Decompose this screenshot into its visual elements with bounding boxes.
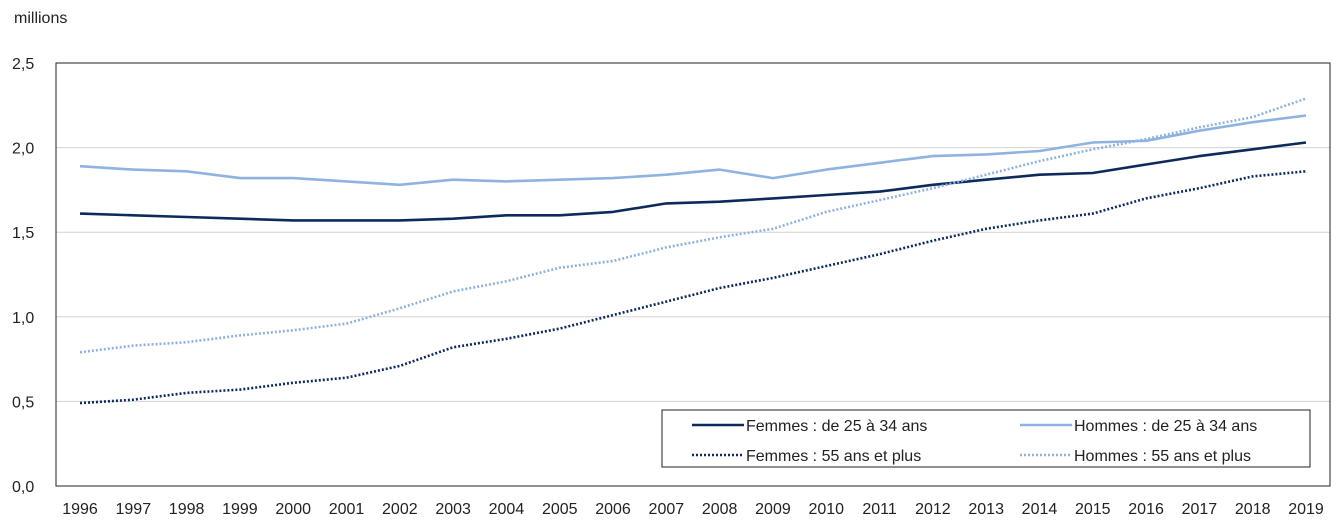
x-tick-label: 1996 bbox=[62, 501, 98, 518]
x-tick-label: 2004 bbox=[489, 501, 525, 518]
series-line-hommes-55-ans-et-plus bbox=[79, 97, 1307, 354]
x-tick-label: 2017 bbox=[1182, 501, 1218, 518]
x-tick-label: 2013 bbox=[968, 501, 1004, 518]
x-tick-label: 2008 bbox=[702, 501, 738, 518]
y-tick-label: 2,5 bbox=[12, 56, 34, 73]
x-tick-label: 2018 bbox=[1235, 501, 1271, 518]
y-tick-label: 1,0 bbox=[12, 310, 34, 327]
x-tick-label: 1999 bbox=[222, 501, 258, 518]
x-tick-label: 1998 bbox=[169, 501, 205, 518]
x-tick-label: 2011 bbox=[862, 501, 897, 518]
x-tick-label: 2006 bbox=[595, 501, 631, 518]
x-tick-label: 2010 bbox=[808, 501, 844, 518]
y-tick-label: 1,5 bbox=[12, 225, 34, 242]
x-tick-label: 2001 bbox=[329, 501, 365, 518]
y-tick-label: 0,0 bbox=[12, 479, 34, 496]
x-tick-label: 2016 bbox=[1128, 501, 1164, 518]
gridlines bbox=[56, 147, 1330, 402]
y-tick-label: 2,0 bbox=[12, 141, 34, 158]
x-tick-label: 2014 bbox=[1022, 501, 1058, 518]
legend-label: Femmes : 55 ans et plus bbox=[746, 448, 921, 465]
series-lines bbox=[79, 97, 1307, 405]
plot-frame bbox=[55, 62, 1331, 487]
x-tick-label: 2005 bbox=[542, 501, 578, 518]
series-line-femmes-55-ans-et-plus bbox=[79, 170, 1307, 405]
x-tick-label: 2019 bbox=[1288, 501, 1324, 518]
x-tick-label: 2007 bbox=[649, 501, 685, 518]
legend: Femmes : de 25 à 34 ans Hommes : de 25 à … bbox=[661, 409, 1311, 468]
y-axis-unit-label: millions bbox=[14, 10, 67, 27]
series-line-hommes-de-25-a-34-ans bbox=[79, 114, 1307, 187]
series-line-femmes-de-25-a-34-ans bbox=[79, 141, 1307, 222]
x-tick-label: 2002 bbox=[382, 501, 418, 518]
x-tick-label: 2000 bbox=[275, 501, 311, 518]
x-tick-label: 2003 bbox=[435, 501, 471, 518]
x-tick-label: 2012 bbox=[915, 501, 951, 518]
legend-label: Hommes : 55 ans et plus bbox=[1074, 448, 1251, 465]
y-axis-ticks: 0,0 0,5 1,0 1,5 2,0 2,5 bbox=[12, 56, 34, 496]
x-tick-label: 2009 bbox=[755, 501, 791, 518]
x-tick-label: 1997 bbox=[116, 501, 152, 518]
legend-label: Femmes : de 25 à 34 ans bbox=[746, 418, 927, 435]
x-axis-ticks: 1996 1997 1998 1999 2000 2001 2002 2003 2004 2005… bbox=[62, 501, 1324, 518]
x-tick-label: 2015 bbox=[1075, 501, 1111, 518]
y-tick-label: 0,5 bbox=[12, 394, 34, 411]
legend-box bbox=[661, 409, 1311, 468]
legend-label: Hommes : de 25 à 34 ans bbox=[1074, 418, 1257, 435]
